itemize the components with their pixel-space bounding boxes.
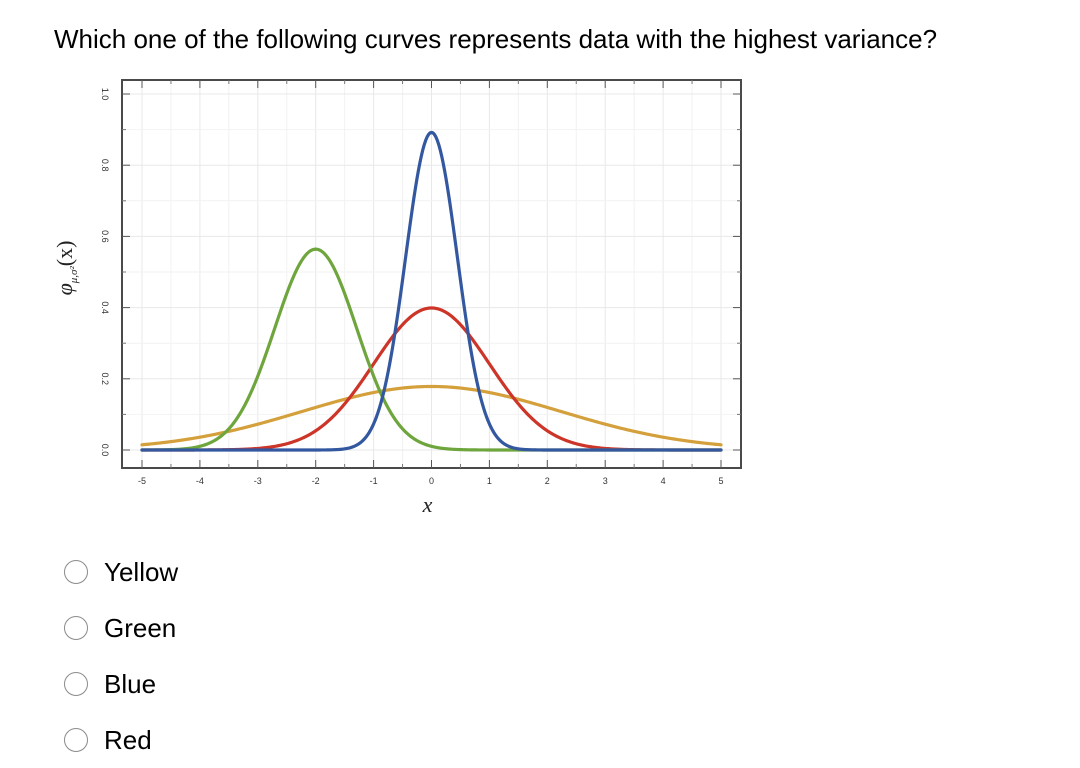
option-yellow[interactable]: Yellow <box>64 544 178 600</box>
radio-red[interactable] <box>64 728 88 752</box>
x-tick-label: -2 <box>312 476 320 486</box>
y-axis-label-subscript: μ,σ² <box>68 266 80 285</box>
option-label-yellow: Yellow <box>104 556 179 587</box>
option-label-green: Green <box>104 612 177 643</box>
y-axis-label-argument: (x) <box>52 241 77 267</box>
chart-curves <box>140 130 723 452</box>
x-tick-label: -1 <box>370 476 378 486</box>
radio-yellow[interactable] <box>64 560 88 584</box>
y-tick-label: 0.2 <box>100 373 110 386</box>
question-text: Which one of the following curves repres… <box>54 24 938 54</box>
option-label-blue: Blue <box>104 668 157 699</box>
option-blue[interactable]: Blue <box>64 656 178 712</box>
y-axis-label: φμ,σ²(x) <box>52 241 80 296</box>
y-tick-label: 1.0 <box>100 88 110 101</box>
x-tick-label: 3 <box>603 476 608 486</box>
x-tick-label: 1 <box>487 476 492 486</box>
y-axis-label-symbol: φ <box>52 283 77 295</box>
normal-distribution-chart: -5 -4 -3 -2 -1 0 1 2 3 4 5 0.0 0.2 0.4 0.6 0.8 1.0 x φμ,… <box>52 79 742 517</box>
x-tick-label: -5 <box>138 476 146 486</box>
y-tick-label: 0.8 <box>100 159 110 172</box>
x-axis-label: x <box>422 492 433 517</box>
x-tick-label: -3 <box>254 476 262 486</box>
chart-ticks: -5 -4 -3 -2 -1 0 1 2 3 4 5 0.0 0.2 0.4 0.6 0.8 1.0 <box>100 80 741 486</box>
y-tick-label: 0.4 <box>100 301 110 314</box>
radio-green[interactable] <box>64 616 88 640</box>
x-tick-label: 2 <box>545 476 550 486</box>
curve-yellow <box>140 384 723 447</box>
x-tick-label: 0 <box>429 476 434 486</box>
y-tick-label: 0.0 <box>100 444 110 457</box>
option-green[interactable]: Green <box>64 600 178 656</box>
chart-grid <box>122 80 741 468</box>
radio-blue[interactable] <box>64 672 88 696</box>
option-label-red: Red <box>104 724 152 755</box>
x-tick-label: 4 <box>661 476 666 486</box>
curve-blue <box>140 130 723 452</box>
y-tick-label: 0.6 <box>100 230 110 243</box>
x-tick-label: 5 <box>718 476 723 486</box>
option-red[interactable]: Red <box>64 712 178 768</box>
answer-options: Yellow Green Blue Red <box>64 544 178 768</box>
x-tick-label: -4 <box>196 476 204 486</box>
